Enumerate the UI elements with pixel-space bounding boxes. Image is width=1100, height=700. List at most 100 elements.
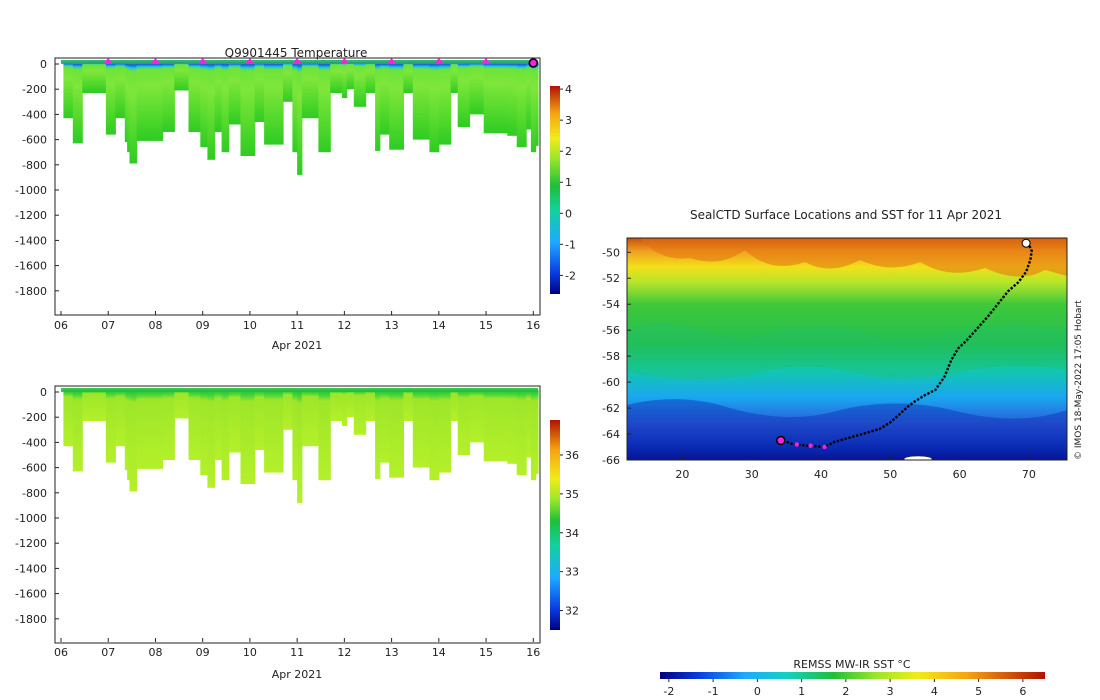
salinity-panel: 0 -200 -400 -600 -800 -1000 -1200 -1400 -1600 -18… — [15, 385, 579, 681]
land-patch — [903, 455, 933, 460]
profile-column — [63, 390, 74, 447]
profile-column — [342, 390, 348, 426]
profile-column — [301, 62, 319, 119]
profile-column — [96, 62, 107, 93]
profile-column — [450, 390, 459, 421]
profile-column — [283, 390, 293, 430]
profile-column — [412, 390, 421, 468]
x-tick-label: 08 — [148, 646, 162, 659]
y-tick-label: -1000 — [15, 184, 47, 197]
profile-column — [200, 390, 208, 476]
temperature-x-label: Apr 2021 — [272, 339, 323, 352]
x-tick-label: 11 — [290, 319, 304, 332]
colorbar-tick-label: 0 — [565, 207, 572, 220]
profile-column — [214, 62, 223, 132]
profile-column — [389, 62, 400, 150]
profile-column — [115, 62, 126, 119]
map-y-tick-label: -52 — [602, 272, 620, 285]
sst-colorbar-ticks: -2 -1 0 1 2 3 4 5 6 — [663, 679, 1026, 698]
profile-column — [207, 390, 216, 488]
y-tick-label: -800 — [22, 487, 47, 500]
x-tick-label: 09 — [196, 319, 210, 332]
profile-column — [271, 62, 284, 145]
profile-column — [188, 390, 201, 460]
salinity-colorbar — [550, 420, 560, 630]
x-tick-label: 16 — [526, 646, 540, 659]
colorbar-tick-label: 3 — [565, 114, 572, 127]
colorbar-tick-label: -2 — [565, 269, 576, 282]
profile-column — [438, 390, 452, 473]
profile-location — [794, 442, 799, 447]
colorbar-tick-label: 32 — [565, 605, 579, 618]
sst-colorbar-tick-label: 2 — [842, 685, 849, 698]
y-tick-label: -1800 — [15, 613, 47, 626]
y-tick-label: 0 — [40, 386, 47, 399]
sst-map-panel: SealCTD Surface Locations and SST for 11… — [602, 208, 1084, 698]
sst-colorbar-tick-label: -1 — [708, 685, 719, 698]
profile-column — [353, 390, 367, 435]
profile-column — [483, 62, 499, 134]
surface-marker — [340, 58, 349, 63]
seal-track — [782, 242, 1033, 449]
profile-column — [105, 390, 116, 463]
y-tick-label: -400 — [22, 108, 47, 121]
profile-column — [330, 62, 343, 93]
profile-column — [457, 390, 471, 455]
profile-column — [301, 390, 319, 447]
profile-column — [535, 62, 539, 146]
x-tick-label: 15 — [479, 646, 493, 659]
map-markers — [775, 238, 1031, 450]
map-x-tick-label: 30 — [745, 468, 759, 481]
colorbar-tick-label: -1 — [565, 238, 576, 251]
x-tick-label: 07 — [101, 319, 115, 332]
profile-column — [403, 62, 414, 93]
profile-column — [516, 390, 527, 476]
profile-column — [136, 390, 152, 469]
x-tick-label: 12 — [337, 319, 351, 332]
map-frame — [626, 237, 1068, 461]
profile-column — [283, 62, 293, 102]
y-tick-label: 0 — [40, 58, 47, 71]
profile-column — [228, 390, 242, 453]
surface-markers — [104, 58, 539, 68]
salinity-x-label: Apr 2021 — [272, 668, 323, 681]
sst-colorbar-tick-label: 3 — [887, 685, 894, 698]
y-tick-label: -600 — [22, 134, 47, 147]
x-tick-label: 15 — [479, 319, 493, 332]
map-x-tick-label: 60 — [953, 468, 967, 481]
profile-column — [264, 390, 272, 473]
x-tick-label: 08 — [148, 319, 162, 332]
x-tick-label: 16 — [526, 319, 540, 332]
map-x-tick-label: 20 — [675, 468, 689, 481]
cold-south-band — [627, 399, 1067, 460]
profile-column — [507, 390, 518, 464]
salinity-x-axis: 06 07 08 09 10 11 12 13 14 15 16 — [54, 638, 540, 659]
x-tick-label: 10 — [243, 646, 257, 659]
map-x-axis: 20 30 40 50 60 70 — [675, 456, 1036, 481]
profile-column — [507, 62, 518, 136]
profile-column — [82, 390, 90, 421]
profile-column — [526, 390, 532, 458]
colorbar-tick-label: 1 — [565, 176, 572, 189]
salinity-plot-frame — [54, 385, 541, 644]
colorbar-tick-label: 34 — [565, 527, 579, 540]
map-y-tick-label: -66 — [602, 454, 620, 467]
profile-column — [497, 390, 508, 462]
profile-column — [342, 62, 348, 98]
profile-column — [292, 390, 298, 481]
map-y-tick-label: -62 — [602, 402, 620, 415]
surface-marker — [198, 58, 207, 63]
profile-column — [346, 390, 355, 418]
salinity-y-axis: 0 -200 -400 -600 -800 -1000 -1200 -1400 -1600 -18… — [15, 386, 59, 626]
temperature-panel: Q9901445 Temperature 0 -200 -400 -600 -800 -1… — [15, 46, 576, 352]
profile-column — [318, 62, 331, 153]
colorbar-tick-label: 4 — [565, 83, 572, 96]
surface-marker — [482, 58, 490, 63]
y-tick-label: -1600 — [15, 260, 47, 273]
temperature-y-axis: 0 -200 -400 -600 -800 -1000 -1200 -1400 -1600 -18… — [15, 58, 59, 298]
y-tick-label: -1200 — [15, 209, 47, 222]
sst-colorbar-tick-label: 6 — [1019, 685, 1026, 698]
x-tick-label: 06 — [54, 319, 68, 332]
y-tick-label: -1200 — [15, 537, 47, 550]
